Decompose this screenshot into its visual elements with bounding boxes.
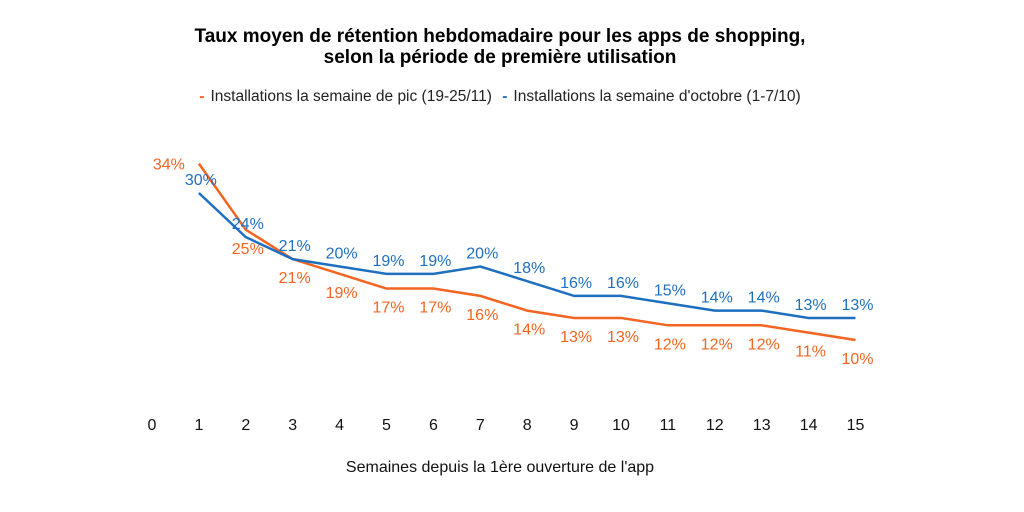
data-label: 25% xyxy=(232,241,264,258)
x-axis-label: Semaines depuis la 1ère ouverture de l'a… xyxy=(345,459,655,476)
data-label: 19% xyxy=(419,253,451,270)
data-label: 12% xyxy=(701,336,733,353)
legend-label: Installations la semaine d'octobre (1-7/… xyxy=(513,88,801,105)
data-label: 16% xyxy=(560,275,592,292)
data-label: 13% xyxy=(795,297,827,314)
series-line-0 xyxy=(197,162,856,342)
legend: - Installations la semaine de pic (19-25/… xyxy=(0,88,1000,106)
x-tick-label: 4 xyxy=(335,417,344,434)
data-label: 30% xyxy=(185,172,217,189)
series-line-1 xyxy=(198,192,856,320)
data-label: 19% xyxy=(326,285,358,302)
data-label: 14% xyxy=(748,290,780,307)
data-label: 16% xyxy=(607,275,639,292)
legend-swatch-orange: - xyxy=(199,88,205,105)
x-tick-label: 9 xyxy=(570,417,579,434)
x-tick-label: 11 xyxy=(660,417,677,434)
x-tick-label: 7 xyxy=(476,417,485,434)
legend-swatch-blue: - xyxy=(502,88,508,105)
x-tick-label: 1 xyxy=(194,417,203,434)
data-label: 12% xyxy=(654,336,686,353)
data-label: 19% xyxy=(372,253,404,270)
data-label: 18% xyxy=(513,260,545,277)
legend-label: Installations la semaine de pic (19-25/1… xyxy=(210,88,492,105)
data-label: 11% xyxy=(795,344,826,361)
data-label: 13% xyxy=(607,329,639,346)
x-tick-label: 13 xyxy=(753,417,771,434)
data-label: 12% xyxy=(748,336,780,353)
x-tick-label: 6 xyxy=(429,417,438,434)
data-label: 21% xyxy=(279,238,311,255)
data-label: 14% xyxy=(513,322,545,339)
data-label: 13% xyxy=(560,329,592,346)
chart-subtitle: selon la période de première utilisation xyxy=(323,47,677,68)
legend-item-peak: - Installations la semaine de pic (19-25/… xyxy=(199,88,492,105)
x-tick-label: 14 xyxy=(800,417,818,434)
x-tick-label: 12 xyxy=(706,417,724,434)
data-label: 14% xyxy=(701,290,733,307)
data-label: 16% xyxy=(466,307,498,324)
data-label: 34% xyxy=(153,157,185,174)
x-tick-label: 8 xyxy=(523,417,532,434)
data-label: 21% xyxy=(279,270,311,287)
data-label: 15% xyxy=(654,282,686,299)
x-tick-label: 3 xyxy=(288,417,297,434)
data-label: 13% xyxy=(841,297,873,314)
data-label: 24% xyxy=(232,216,264,233)
data-label: 17% xyxy=(372,300,404,317)
x-tick-label: 0 xyxy=(148,417,157,434)
data-label: 17% xyxy=(419,300,451,317)
data-label: 10% xyxy=(841,351,873,368)
x-tick-label: 10 xyxy=(612,417,630,434)
x-tick-label: 2 xyxy=(241,417,250,434)
chart-title: Taux moyen de rétention hebdomadaire pou… xyxy=(194,26,806,47)
data-label: 20% xyxy=(326,246,358,263)
data-label: 20% xyxy=(466,246,498,263)
legend-item-october: - Installations la semaine d'octobre (1-7… xyxy=(502,88,800,105)
x-tick-label: 5 xyxy=(382,417,391,434)
x-tick-label: 15 xyxy=(847,417,865,434)
